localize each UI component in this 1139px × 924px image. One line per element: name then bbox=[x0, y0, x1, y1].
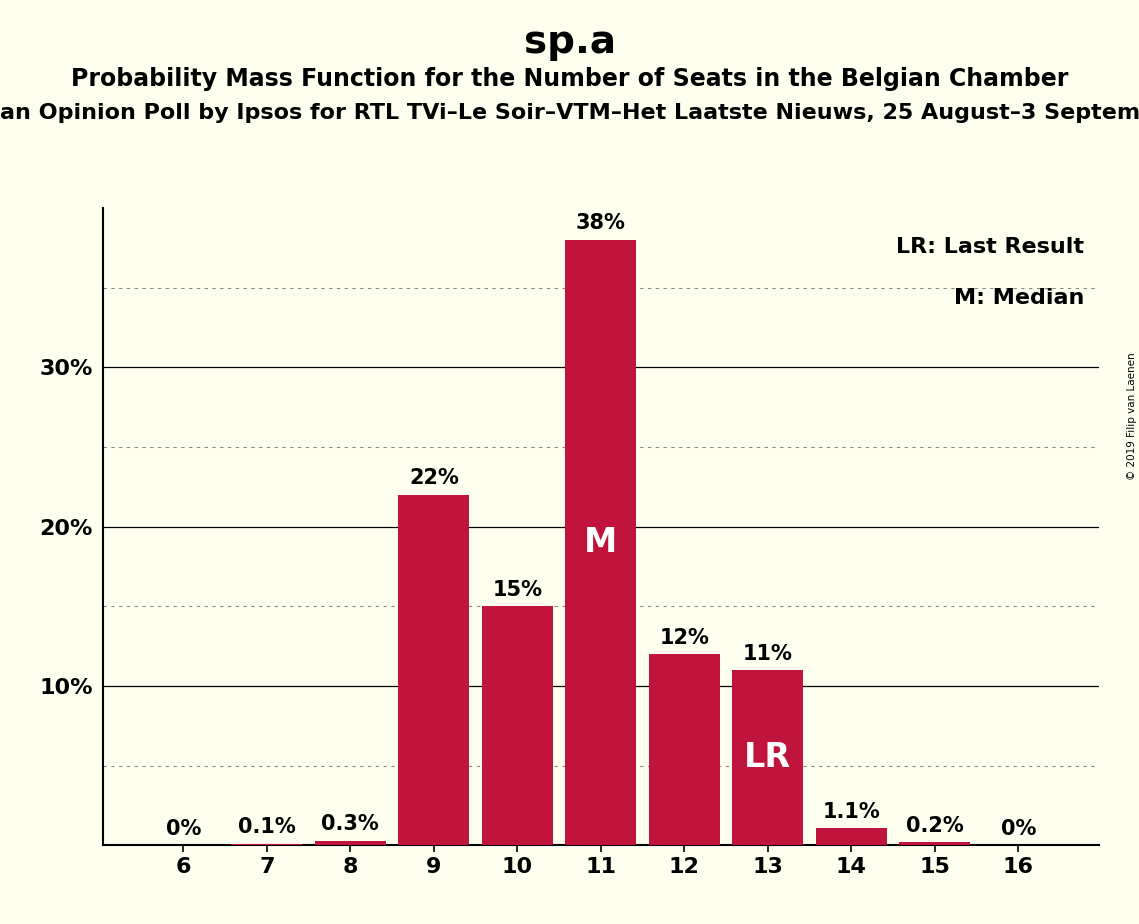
Bar bbox=[482, 606, 552, 845]
Bar bbox=[900, 843, 970, 845]
Text: 22%: 22% bbox=[409, 468, 459, 489]
Text: 12%: 12% bbox=[659, 627, 710, 648]
Bar bbox=[649, 654, 720, 845]
Text: M: Median: M: Median bbox=[953, 287, 1084, 308]
Text: © 2019 Filip van Laenen: © 2019 Filip van Laenen bbox=[1126, 352, 1137, 480]
Text: 15%: 15% bbox=[492, 580, 542, 600]
Text: 0.3%: 0.3% bbox=[321, 814, 379, 834]
Text: 1.1%: 1.1% bbox=[822, 801, 880, 821]
Text: sp.a: sp.a bbox=[524, 23, 615, 61]
Text: an Opinion Poll by Ipsos for RTL TVi–Le Soir–VTM–Het Laatste Nieuws, 25 August–3: an Opinion Poll by Ipsos for RTL TVi–Le … bbox=[0, 103, 1139, 124]
Text: LR: LR bbox=[744, 741, 792, 774]
Text: 0.2%: 0.2% bbox=[906, 816, 964, 836]
Bar bbox=[399, 495, 469, 845]
Bar bbox=[732, 670, 803, 845]
Text: LR: Last Result: LR: Last Result bbox=[896, 237, 1084, 257]
Bar bbox=[565, 240, 637, 845]
Text: M: M bbox=[584, 526, 617, 559]
Text: 0%: 0% bbox=[165, 819, 200, 839]
Text: 0.1%: 0.1% bbox=[238, 818, 296, 837]
Text: Probability Mass Function for the Number of Seats in the Belgian Chamber: Probability Mass Function for the Number… bbox=[71, 67, 1068, 91]
Bar bbox=[314, 841, 386, 845]
Bar bbox=[816, 828, 887, 845]
Bar bbox=[231, 844, 302, 845]
Text: 11%: 11% bbox=[743, 644, 793, 663]
Text: 0%: 0% bbox=[1001, 819, 1036, 839]
Text: 38%: 38% bbox=[576, 213, 625, 234]
